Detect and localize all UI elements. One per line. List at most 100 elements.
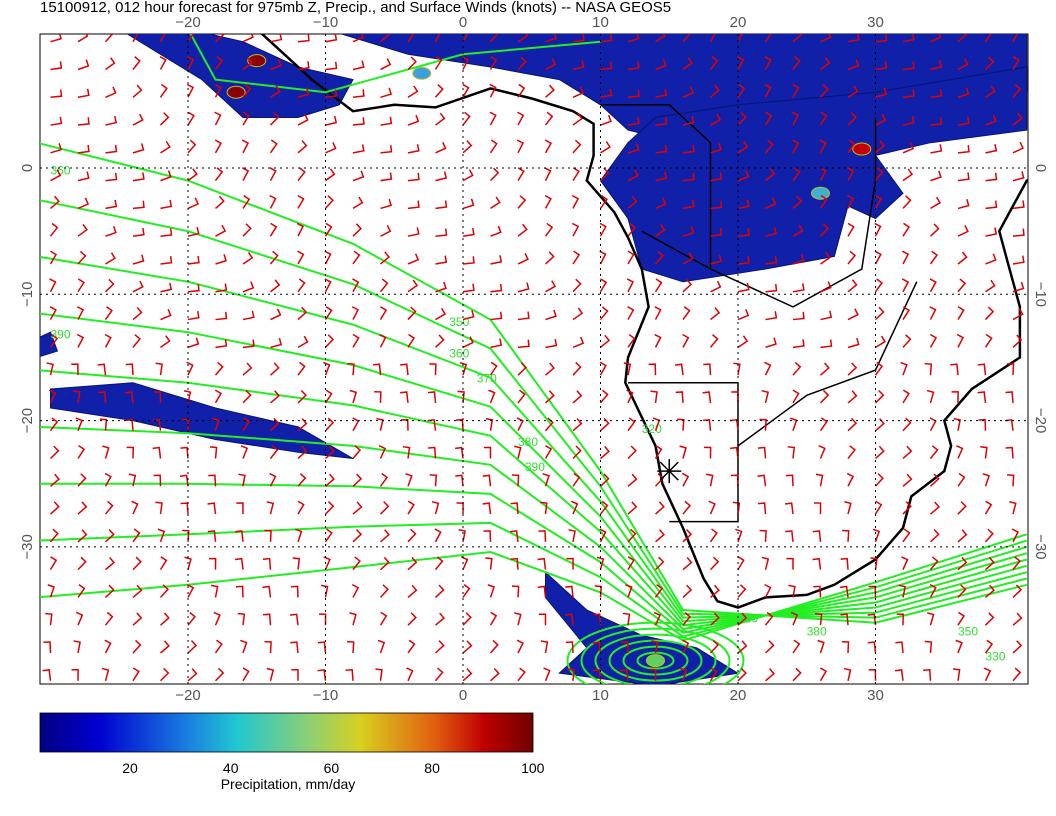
- wind-barb: [593, 613, 602, 626]
- wind-barb: [462, 111, 471, 126]
- wind-barb: [819, 223, 830, 237]
- coastline: [260, 34, 1028, 609]
- wind-barb: [290, 585, 299, 598]
- wind-barb: [132, 34, 139, 43]
- wind-barb: [297, 473, 307, 487]
- wind-barb: [45, 612, 53, 626]
- wind-barb: [872, 528, 881, 543]
- wind-barb: [517, 34, 529, 43]
- wind-barb: [592, 641, 602, 654]
- wind-barb: [159, 584, 169, 598]
- wind-barb: [153, 391, 162, 403]
- wind-barb: [132, 227, 145, 237]
- wind-barb: [682, 639, 690, 654]
- wind-barb: [900, 361, 908, 376]
- wind-barb: [379, 472, 389, 487]
- wind-barb: [626, 278, 635, 293]
- wind-barb: [270, 308, 282, 321]
- wind-barb: [242, 223, 252, 237]
- wind-barb: [75, 417, 83, 431]
- wind-barb: [957, 529, 968, 543]
- wind-barb: [847, 139, 856, 154]
- precip-core: [852, 142, 872, 156]
- wind-barb: [985, 114, 997, 126]
- wind-barb: [407, 612, 417, 626]
- wind-barb: [483, 530, 492, 542]
- contour: [40, 255, 1028, 619]
- wind-barb: [132, 528, 141, 543]
- wind-barb: [215, 283, 228, 293]
- wind-barb: [544, 111, 554, 126]
- wind-barb: [324, 250, 332, 265]
- wind-barb: [209, 446, 218, 459]
- wind-barb: [179, 474, 189, 487]
- wind-barb: [983, 667, 992, 682]
- wind-barb: [489, 111, 497, 126]
- wind-barb: [214, 167, 224, 182]
- wind-barb: [985, 200, 998, 210]
- wind-barb: [841, 640, 850, 654]
- wind-barb: [929, 556, 939, 571]
- lon-label: 10: [592, 687, 609, 704]
- wind-barb: [325, 473, 335, 487]
- wind-barb: [792, 389, 800, 404]
- wind-barb: [49, 250, 58, 265]
- lat-label: −10: [19, 282, 36, 307]
- contour-label: 390: [525, 460, 545, 474]
- wind-barb: [950, 363, 959, 376]
- wind-barb: [235, 585, 244, 598]
- wind-barb: [101, 667, 110, 681]
- wind-barb: [187, 197, 200, 210]
- wind-barb: [71, 668, 79, 681]
- wind-barb: [627, 169, 639, 182]
- wind-barb: [483, 446, 492, 459]
- wind-barb: [324, 306, 333, 320]
- wind-barb: [132, 280, 144, 293]
- wind-barb: [764, 640, 775, 654]
- wind-barb: [572, 445, 582, 460]
- wind-barb: [132, 307, 143, 321]
- wind-barb: [324, 334, 335, 348]
- contour: [40, 426, 1028, 631]
- wind-barb: [347, 362, 355, 376]
- wind-barb: [930, 60, 943, 71]
- colorbar-label: Precipitation, mm/day: [221, 776, 356, 792]
- wind-barb: [792, 139, 800, 154]
- wind-barb: [159, 56, 167, 70]
- wind-barb: [599, 417, 610, 432]
- wind-barb: [490, 311, 503, 321]
- wind-barb: [902, 168, 914, 182]
- wind-barb: [379, 306, 388, 320]
- wind-barb: [702, 418, 712, 431]
- wind-barb: [187, 284, 200, 293]
- wind-barb: [710, 612, 720, 626]
- wind-barb: [984, 56, 995, 71]
- wind-barb: [926, 389, 935, 404]
- wind-barb: [875, 34, 888, 43]
- wind-barb: [648, 363, 657, 376]
- wind-barb: [50, 473, 60, 487]
- wind-barb: [682, 34, 691, 43]
- wind-barb: [215, 254, 227, 265]
- wind-barb: [874, 361, 884, 376]
- wind-barb: [104, 333, 112, 348]
- precip-core: [412, 66, 432, 80]
- wind-barb: [514, 445, 522, 459]
- wind-barb: [812, 530, 822, 542]
- wind-barb: [737, 667, 747, 682]
- wind-barb: [76, 306, 85, 320]
- wind-barb: [401, 418, 409, 431]
- wind-barb: [627, 116, 640, 126]
- wind-barb: [324, 389, 333, 404]
- wind-barb: [764, 111, 773, 126]
- wind-barb: [262, 557, 272, 570]
- colorbar-tick: 100: [521, 760, 545, 776]
- wind-barb: [627, 528, 637, 543]
- wind-barb: [235, 530, 244, 542]
- wind-barb: [1005, 391, 1014, 403]
- wind-barb: [516, 417, 524, 432]
- wind-barb: [434, 334, 445, 348]
- wind-barb: [455, 418, 464, 431]
- wind-barb: [104, 278, 115, 293]
- wind-barb: [985, 172, 998, 182]
